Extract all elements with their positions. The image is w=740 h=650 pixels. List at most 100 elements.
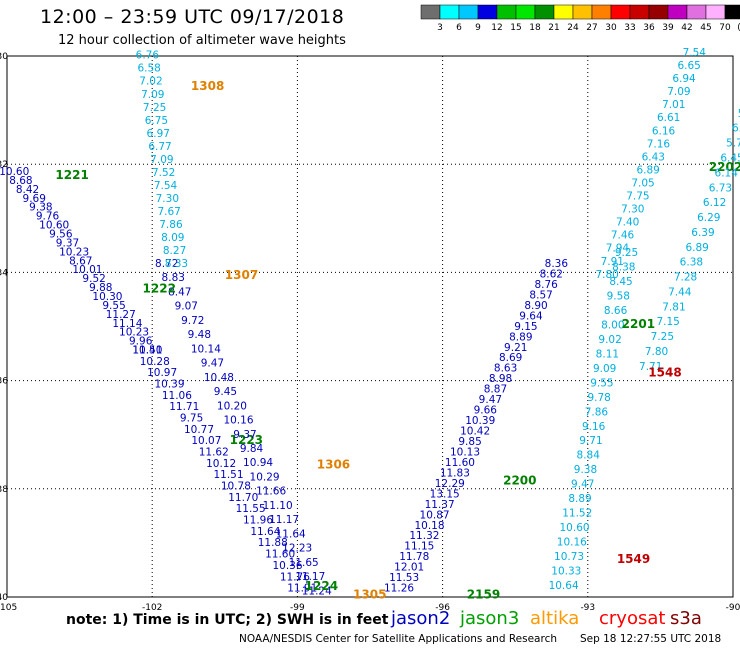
wave-height-value: 7.91 (601, 256, 624, 268)
wave-height-value: 11.71 (169, 401, 199, 413)
wave-height-value: 11.14 (112, 318, 142, 330)
wave-height-value: 10.33 (551, 565, 581, 577)
wave-height-value: 11.96 (243, 515, 273, 527)
wave-height-value: 6.73 (709, 182, 732, 194)
pass-time-label: 1549 (617, 552, 650, 566)
pass-time-label: 1308 (191, 79, 224, 93)
wave-height-value: 9.15 (514, 321, 537, 333)
x-tick-label: -90 (726, 603, 740, 613)
wave-height-value: 10.29 (250, 471, 280, 483)
wave-height-value: 7.02 (139, 76, 162, 88)
wave-height-value: 9.66 (474, 405, 498, 417)
colorbar-label: 36 (643, 23, 655, 33)
wave-height-value: 11.06 (162, 390, 192, 402)
wave-height-value: 6.12 (703, 197, 726, 209)
wave-height-value: 9.56 (49, 229, 73, 241)
wave-height-value: 7.54 (154, 180, 178, 192)
map-frame (6, 55, 734, 598)
wave-height-value: 11.65 (289, 557, 319, 569)
wave-height-value: 8.42 (16, 184, 39, 196)
wave-height-value: 9.45 (214, 386, 237, 398)
wave-height-value: 10.14 (191, 343, 221, 355)
wave-height-value: 6.29 (697, 212, 720, 224)
wave-height-value: 6.43 (642, 151, 665, 163)
wave-height-value: 8.33 (165, 258, 188, 270)
wave-height-value: 8.00 (601, 319, 624, 331)
pass-time-label: 1221 (55, 168, 88, 182)
wave-height-value: 8.89 (509, 331, 532, 343)
wave-height-value: 9.76 (36, 211, 60, 223)
colorbar-label: 21 (548, 23, 559, 33)
wave-height-value: 12.01 (394, 562, 424, 574)
colorbar-label: 24 (567, 23, 579, 33)
wave-height-value: 10.87 (420, 509, 450, 521)
wave-height-value: 7.15 (656, 316, 679, 328)
wave-height-value: 9.75 (180, 413, 203, 425)
wave-height-value: 10.51 (132, 345, 162, 357)
y-tick-label: -36 (0, 377, 8, 387)
wave-height-value: 9.47 (201, 358, 224, 370)
wave-height-value: 6.89 (636, 164, 659, 176)
wave-height-value: 9.78 (587, 392, 610, 404)
wave-height-value: 13.15 (430, 488, 460, 500)
y-tick-label: -38 (0, 485, 8, 495)
pass-time-label: 1224 (305, 579, 338, 593)
wave-height-value: 12.23 (282, 543, 312, 555)
wave-height-value: 10.18 (414, 520, 444, 532)
wave-height-value: 9.37 (233, 429, 256, 441)
wave-height-value: 6.75 (145, 115, 168, 127)
x-tick-label: -105 (0, 603, 17, 613)
x-tick-label: -99 (290, 603, 305, 613)
wave-height-value: 7.52 (152, 167, 175, 179)
wave-height-value: 8.57 (529, 289, 552, 301)
wave-height-value: 10.16 (557, 536, 587, 548)
wave-height-value: 9.38 (574, 464, 597, 476)
wave-height-value: 8.72 (155, 258, 178, 270)
wave-height-value: 11.17 (269, 514, 299, 526)
generation-timestamp: Sep 18 12:27:55 UTC 2018 (580, 633, 722, 645)
wave-height-value: 9.47 (479, 394, 502, 406)
wave-height-value: 10.97 (147, 367, 177, 379)
satellite-legend-jason2: jason2 (391, 608, 451, 629)
wave-height-value: 8.66 (604, 305, 628, 317)
wave-height-value: 8.90 (524, 300, 547, 312)
wave-height-value: 9.21 (504, 342, 527, 354)
wave-height-value: 9.55 (590, 377, 613, 389)
colorbar-label: 18 (529, 23, 541, 33)
wave-height-value: 11.32 (409, 530, 439, 542)
colorbar-label: 42 (681, 23, 692, 33)
wave-height-value: 7.30 (156, 193, 179, 205)
wave-height-value: 8.38 (612, 262, 635, 274)
wave-height-value: 10.36 (272, 560, 302, 572)
wave-height-value: 10.01 (72, 264, 102, 276)
pass-time-label: 1306 (317, 457, 350, 471)
wave-height-value: 9.52 (82, 273, 105, 285)
colorbar-label: 33 (624, 23, 635, 33)
wave-height-value: 6.77 (148, 141, 171, 153)
wave-height-value: 11.70 (228, 492, 258, 504)
wave-height-value: 11.78 (399, 551, 429, 563)
wave-height-value: 7.67 (157, 206, 180, 218)
wave-height-value: 11.17 (295, 571, 325, 583)
wave-height-value: 9.37 (56, 237, 79, 249)
wave-height-value: 7.94 (606, 243, 630, 255)
wave-height-value: 9.85 (458, 436, 481, 448)
wave-height-value: 6.61 (657, 112, 680, 124)
wave-height-value: 6.65 (677, 60, 700, 72)
wave-height-value: 8.27 (163, 245, 186, 257)
wave-height-value: 9.09 (593, 363, 616, 375)
wave-height-value: 11.10 (263, 500, 293, 512)
colorbar-label: 30 (605, 23, 617, 33)
wave-height-value: 6.14 (715, 167, 739, 179)
wave-height-value: 11.60 (445, 457, 475, 469)
wave-height-value: 9.88 (89, 282, 112, 294)
wave-height-value: 11.51 (213, 469, 243, 481)
wave-height-value: 8.84 (577, 450, 601, 462)
wave-height-value: 11.60 (265, 549, 295, 561)
wave-height-value: 10.78 (221, 481, 251, 493)
wave-height-value: 9.64 (519, 310, 543, 322)
wave-height-value: 5.95 (738, 108, 740, 120)
wave-height-value: 9.02 (598, 334, 621, 346)
wave-height-value: 11.52 (562, 508, 592, 520)
